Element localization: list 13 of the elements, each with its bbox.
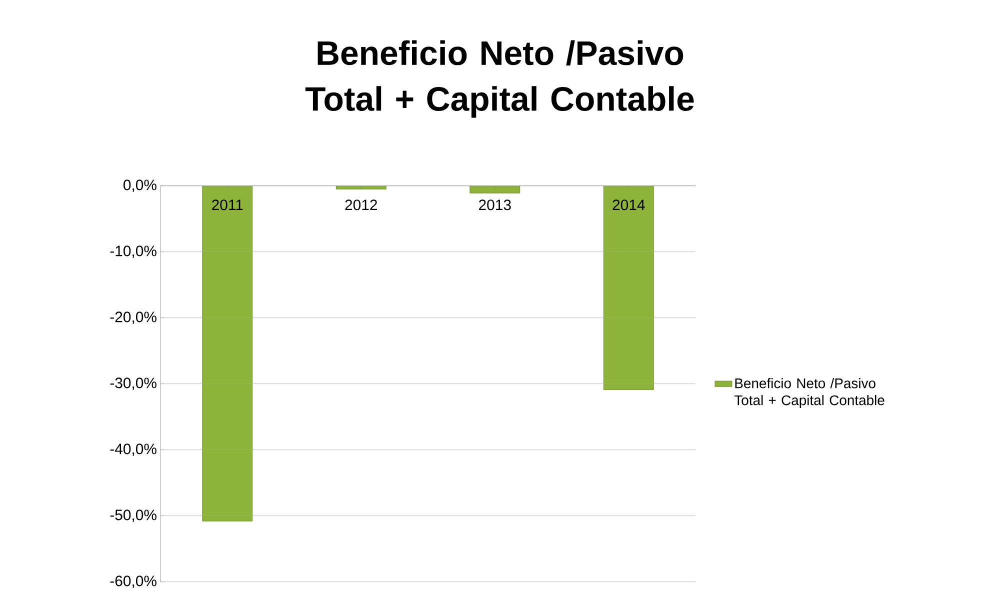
y-tick-label: 0,0%: [124, 180, 156, 192]
x-tick-label: 2011: [212, 200, 243, 210]
legend-label: Beneficio Neto /Pasivo Total + Capital Contable: [734, 378, 884, 408]
x-tick-label: 2013: [479, 200, 511, 210]
y-tick-label: -40,0%: [110, 444, 156, 456]
y-tick-label: -30,0%: [110, 378, 156, 390]
x-tick-label: 2012: [345, 200, 377, 210]
y-tick-label: -10,0%: [110, 246, 156, 258]
y-tick-label: -50,0%: [110, 510, 156, 522]
x-tick-label: 2014: [612, 200, 645, 210]
y-tick-label: -60,0%: [110, 576, 156, 588]
chart-title: Beneficio Neto /Pasivo Total + Capital Contable: [305, 40, 694, 118]
y-tick-label: -20,0%: [110, 312, 156, 324]
